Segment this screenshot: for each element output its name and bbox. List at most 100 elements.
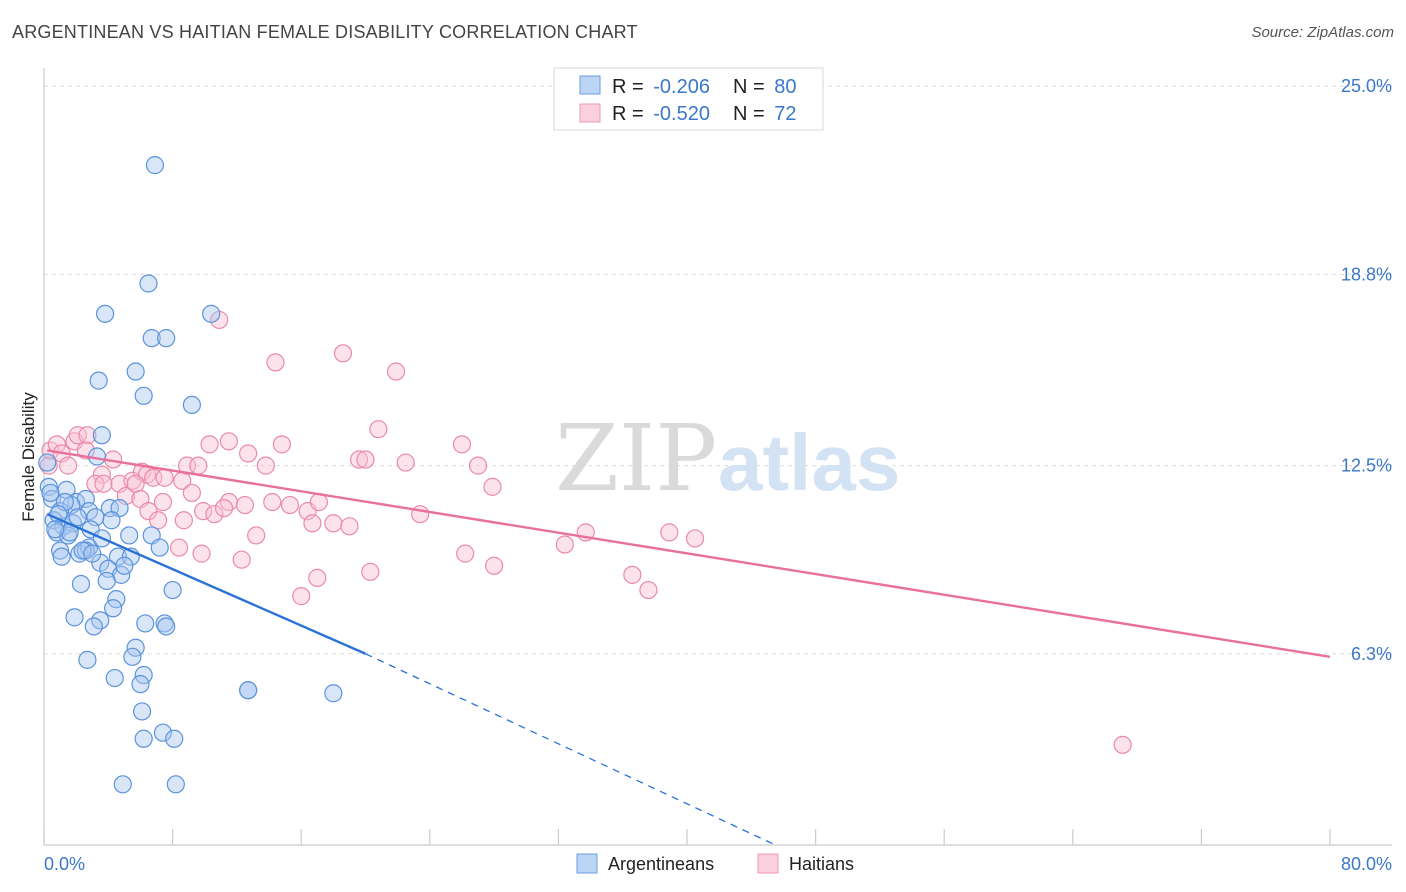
legend-row1-n: N = 80 [733,76,797,98]
trend-lines [46,449,1331,846]
data-point [149,511,168,530]
data-point [292,587,311,606]
legend-n-label: N = [733,76,770,98]
data-point [623,565,642,584]
data-point [174,511,193,530]
data-point [200,435,219,454]
bottom-legend-haitians: Haitians [789,854,854,874]
data-point [134,729,153,748]
data-point [126,474,145,493]
data-point [239,444,258,463]
data-point [39,456,58,475]
data-point [194,502,213,521]
data-point [685,529,705,548]
data-point [115,556,134,575]
data-point [182,483,201,503]
data-point [165,729,184,748]
data-point [280,495,300,515]
data-point [192,544,211,563]
data-point [113,775,132,794]
legend: R = -0.206 N = 80 R = -0.520 N = 72 [553,67,824,131]
argentineans-trend-extension [365,653,776,846]
data-point [78,426,97,445]
data-point [84,617,103,636]
data-point [50,541,70,560]
data-point [452,435,472,454]
data-point [131,675,150,694]
data-point [263,492,282,512]
data-point [78,650,97,669]
gridlines [44,85,1392,655]
y-tick-labels: 6.3% 12.5% 18.8% 25.0% [1341,76,1392,664]
data-point [324,514,343,533]
data-point [71,574,91,594]
data-point [361,562,380,581]
bottom-legend-argentineans: Argentineans [608,854,714,874]
legend-swatch-pink [579,103,601,123]
data-point [189,456,208,475]
data-point [163,580,182,600]
data-point [153,492,173,512]
data-point [94,474,113,493]
data-point [219,432,238,451]
argentineans-points [38,156,343,794]
argentineans-trend-line [46,513,366,655]
data-point [142,329,161,348]
data-point [108,547,128,566]
y-tick-label: 12.5% [1341,456,1392,476]
data-point [232,550,251,569]
y-axis-title: Female Disability [19,392,38,522]
data-point [145,156,165,175]
legend-swatch-blue [579,75,601,95]
x-tick-label-max: 80.0% [1341,854,1392,874]
data-point [155,468,174,487]
data-point [59,456,78,475]
data-point [308,568,327,588]
data-point [411,505,430,524]
y-tick-label: 25.0% [1341,76,1392,96]
data-point [139,502,158,521]
data-point [157,617,176,636]
legend-n-value: 80 [774,76,796,98]
data-point [356,450,375,469]
data-point [132,702,152,721]
data-point [102,511,121,530]
data-point [340,517,359,536]
bottom-legend-swatch-haitians [757,853,779,874]
data-point [202,304,221,323]
data-point [65,608,84,627]
data-point [76,441,95,460]
y-tick-label: 18.8% [1341,264,1392,284]
watermark: ZIP atlas [555,405,900,512]
data-point [483,477,502,496]
x-tick-label-min: 0.0% [44,854,85,874]
data-point [324,684,343,703]
data-point [272,435,292,454]
data-point [155,614,174,633]
legend-row1: R = -0.206 [612,76,710,98]
data-point [256,456,275,475]
data-point [349,450,369,469]
data-point [153,723,173,742]
data-point [166,775,185,794]
data-point [150,538,169,557]
bottom-legend: Argentineans Haitians [576,853,854,874]
watermark-zip: ZIP [555,405,717,512]
data-point [68,508,87,527]
data-point [46,520,65,539]
legend-r-label: R = [612,103,649,125]
source-label: Source: ZipAtlas.com [1251,24,1394,41]
legend-row2: R = -0.520 [612,103,710,125]
data-point [1113,735,1132,754]
data-point [104,599,123,618]
bottom-legend-swatch-argentineans [576,853,598,874]
data-point [639,580,658,600]
legend-r-value: -0.520 [653,103,710,125]
chart-title: ARGENTINEAN VS HAITIAN FEMALE DISABILITY… [12,22,638,42]
data-point [68,426,87,445]
legend-r-value: -0.206 [653,76,710,98]
data-point [205,505,224,524]
data-point [92,465,111,484]
data-point [41,483,60,503]
